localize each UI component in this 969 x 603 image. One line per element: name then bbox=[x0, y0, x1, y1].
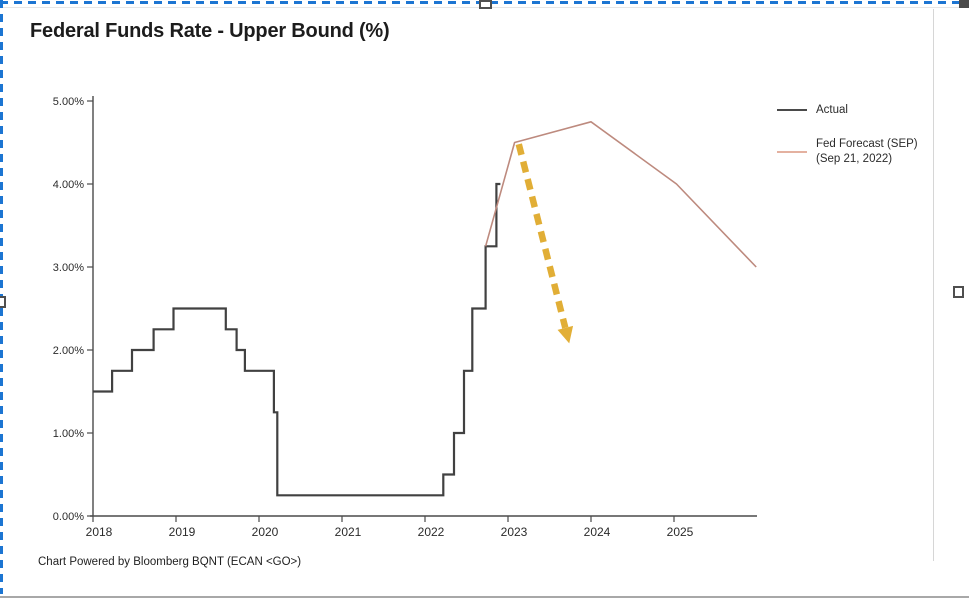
forecast-line-swatch bbox=[777, 150, 807, 153]
legend-item-actual: Actual bbox=[777, 103, 947, 117]
svg-text:2021: 2021 bbox=[335, 525, 362, 539]
svg-text:2019: 2019 bbox=[169, 525, 196, 539]
svg-text:2020: 2020 bbox=[252, 525, 279, 539]
svg-text:3.00%: 3.00% bbox=[53, 262, 84, 274]
card-right-edge bbox=[933, 9, 934, 561]
legend-label-forecast-line1: Fed Forecast (SEP) bbox=[816, 138, 918, 151]
selection-handle-right[interactable] bbox=[953, 286, 964, 298]
selection-handle-left[interactable] bbox=[0, 296, 6, 308]
legend-item-forecast: Fed Forecast (SEP) (Sep 21, 2022) bbox=[777, 137, 947, 166]
actual-line-swatch bbox=[777, 109, 807, 112]
svg-text:2.00%: 2.00% bbox=[53, 345, 84, 357]
legend-label-actual: Actual bbox=[816, 104, 848, 116]
svg-text:1.00%: 1.00% bbox=[53, 428, 84, 440]
legend-label-forecast-line2: (Sep 21, 2022) bbox=[816, 152, 893, 165]
legend-label-forecast: Fed Forecast (SEP) (Sep 21, 2022) bbox=[816, 137, 918, 166]
svg-text:5.00%: 5.00% bbox=[53, 96, 84, 108]
svg-text:4.00%: 4.00% bbox=[53, 179, 84, 191]
chart-footer-credit: Chart Powered by Bloomberg BQNT (ECAN <G… bbox=[38, 556, 302, 568]
chart-legend: Actual Fed Forecast (SEP) (Sep 21, 2022) bbox=[777, 103, 947, 186]
svg-text:2023: 2023 bbox=[501, 525, 528, 539]
selection-handle-top-right[interactable] bbox=[959, 0, 969, 8]
page-bottom-edge bbox=[0, 596, 969, 598]
svg-text:2022: 2022 bbox=[418, 525, 445, 539]
svg-text:2025: 2025 bbox=[667, 525, 694, 539]
svg-text:0.00%: 0.00% bbox=[53, 511, 84, 523]
svg-text:2018: 2018 bbox=[86, 525, 113, 539]
svg-text:2024: 2024 bbox=[584, 525, 611, 539]
chart-title: Federal Funds Rate - Upper Bound (%) bbox=[30, 20, 390, 42]
selection-handle-top[interactable] bbox=[479, 0, 492, 9]
